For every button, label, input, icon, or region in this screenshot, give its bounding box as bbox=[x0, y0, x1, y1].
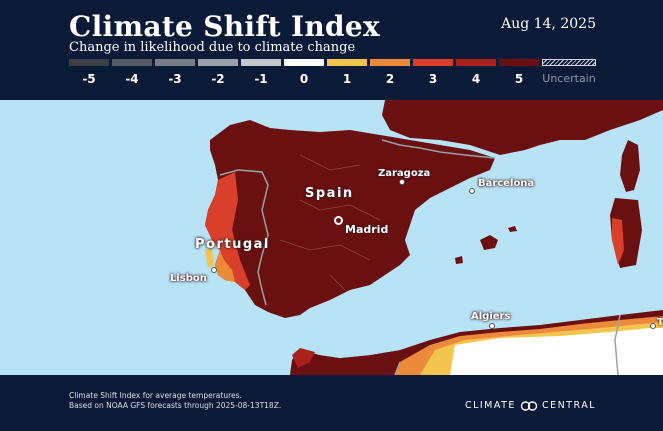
sardinia-heat bbox=[612, 218, 624, 265]
algeria-tunisia-border bbox=[614, 314, 621, 375]
legend-label: -2 bbox=[211, 72, 225, 86]
city-marker-tunis bbox=[650, 323, 656, 329]
spain-portugal-border bbox=[219, 169, 269, 306]
legend-label: 2 bbox=[385, 72, 395, 86]
legend-swatch bbox=[499, 59, 539, 66]
legend-swatch bbox=[370, 59, 410, 66]
city-marker-zaragoza bbox=[399, 179, 405, 185]
header: Climate Shift Index Change in likelihood… bbox=[0, 0, 663, 100]
morocco-algeria-border bbox=[394, 361, 401, 375]
north-africa-neutral bbox=[450, 328, 663, 375]
legend-swatch bbox=[327, 59, 367, 66]
map-area[interactable]: Spain Portugal Zaragoza Barcelona Madrid… bbox=[0, 100, 663, 375]
legend-item: 3 bbox=[413, 59, 453, 86]
legend-item: -2 bbox=[198, 59, 238, 86]
map-svg bbox=[0, 100, 663, 375]
city-marker-lisbon bbox=[211, 267, 217, 273]
legend-item: 2 bbox=[370, 59, 410, 86]
map-subtitle: Change in likelihood due to climate chan… bbox=[69, 40, 356, 55]
country-label-portugal: Portugal bbox=[195, 237, 270, 252]
morocco-north-coast bbox=[292, 348, 315, 368]
uncertain-hatch-swatch bbox=[542, 59, 596, 66]
legend-swatch bbox=[112, 59, 152, 66]
legend-item: 5 bbox=[499, 59, 539, 86]
legend-swatch bbox=[155, 59, 195, 66]
legend-item: -1 bbox=[241, 59, 281, 86]
city-label-zaragoza: Zaragoza bbox=[378, 168, 431, 179]
city-label-barcelona: Barcelona bbox=[478, 178, 535, 189]
climate-central-logo-icon bbox=[520, 400, 538, 411]
france-landmass bbox=[382, 100, 663, 155]
legend-swatch bbox=[284, 59, 324, 66]
legend-swatch bbox=[413, 59, 453, 66]
portugal-coast-mild bbox=[205, 248, 214, 268]
footnote-line-1: Climate Shift Index for average temperat… bbox=[69, 391, 242, 400]
iberia-landmass bbox=[205, 120, 495, 318]
legend-label: -4 bbox=[125, 72, 139, 86]
corsica bbox=[620, 140, 640, 192]
legend-item: -3 bbox=[155, 59, 195, 86]
capital-marker-madrid bbox=[334, 216, 343, 225]
legend-item-uncertain: Uncertain bbox=[542, 59, 596, 86]
footer: Climate Shift Index for average temperat… bbox=[0, 375, 663, 431]
menorca bbox=[508, 226, 517, 232]
legend-label: 0 bbox=[299, 72, 309, 86]
legend-item: -5 bbox=[69, 59, 109, 86]
legend-label: -3 bbox=[168, 72, 182, 86]
city-label-algiers: Algiers bbox=[471, 311, 511, 322]
brand-name-right: CENTRAL bbox=[541, 400, 596, 411]
legend-label: 1 bbox=[342, 72, 352, 86]
mallorca bbox=[480, 235, 498, 250]
legend-label: 3 bbox=[428, 72, 438, 86]
legend-swatch bbox=[198, 59, 238, 66]
ibiza bbox=[455, 256, 463, 264]
legend-swatch bbox=[456, 59, 496, 66]
portugal-coast-warm bbox=[212, 240, 235, 282]
city-label-tunis-partial: T bbox=[657, 317, 663, 328]
spain-france-border bbox=[381, 139, 496, 159]
legend: -5 -4 -3 -2 -1 0 1 2 3 4 5 Uncertain bbox=[69, 59, 596, 86]
legend-label: -1 bbox=[254, 72, 268, 86]
city-label-lisbon: Lisbon bbox=[170, 273, 207, 284]
forecast-date: Aug 14, 2025 bbox=[501, 16, 596, 32]
legend-item: -4 bbox=[112, 59, 152, 86]
city-marker-algiers bbox=[489, 323, 495, 329]
legend-label-uncertain: Uncertain bbox=[542, 72, 596, 85]
map-title: Climate Shift Index bbox=[69, 10, 381, 43]
alboran-sea bbox=[300, 300, 420, 358]
legend-item: 0 bbox=[284, 59, 324, 86]
country-label-spain: Spain bbox=[305, 186, 354, 201]
city-marker-barcelona bbox=[469, 188, 475, 194]
footnote: Climate Shift Index for average temperat… bbox=[69, 391, 281, 411]
legend-swatch bbox=[241, 59, 281, 66]
province-lines bbox=[279, 154, 381, 291]
legend-label: 5 bbox=[514, 72, 524, 86]
legend-item: 1 bbox=[327, 59, 367, 86]
city-label-madrid: Madrid bbox=[345, 223, 389, 236]
brand-logo[interactable]: CLIMATE CENTRAL bbox=[465, 400, 596, 411]
legend-item: 4 bbox=[456, 59, 496, 86]
legend-swatch bbox=[69, 59, 109, 66]
legend-label: 4 bbox=[471, 72, 481, 86]
legend-label: -5 bbox=[82, 72, 96, 86]
brand-name-left: CLIMATE bbox=[464, 400, 516, 411]
footnote-line-2: Based on NOAA GFS forecasts through 2025… bbox=[69, 401, 282, 410]
portugal-coast-heat bbox=[205, 172, 250, 290]
